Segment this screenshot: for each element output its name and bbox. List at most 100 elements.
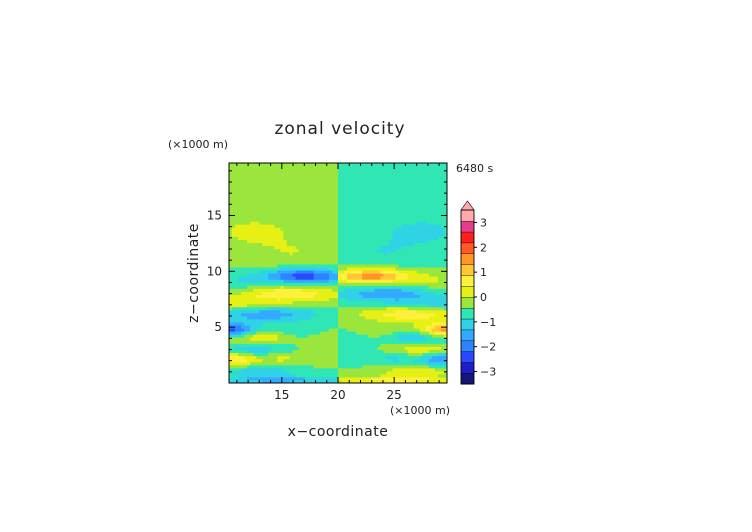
field-cell [392,169,397,173]
field-cell [298,355,303,360]
field-cell [407,187,412,192]
field-cell [283,324,288,329]
field-cell [368,248,372,253]
field-cell [277,214,282,219]
field-cell [395,187,400,192]
field-cell [389,355,394,360]
field-cell [371,337,375,341]
field-cell [362,181,366,185]
field-cell [235,169,239,173]
field-cell [380,361,385,366]
field-cell [310,202,315,207]
field-cell [316,370,321,375]
field-cell [386,199,391,204]
field-cell [301,306,306,311]
field-cell [277,349,282,354]
field-cell [365,190,369,195]
field-cell [265,205,269,210]
field-cell [238,331,242,335]
field-cell [244,324,248,329]
field-cell [322,190,327,195]
field-cell [238,187,242,192]
field-cell [374,331,378,335]
field-cell [316,178,321,182]
field-cell [359,379,363,383]
field-cell [244,178,248,182]
field-cell [262,269,266,274]
field-cell [341,306,345,311]
field-cell [334,196,339,201]
field-cell [274,303,279,308]
field-cell [356,248,360,253]
field-cell [262,346,266,350]
field-cell [344,242,348,247]
field-cell [371,288,375,292]
field-cell [244,233,248,237]
field-cell [407,379,412,383]
field-cell [356,221,360,225]
field-cell [401,202,406,207]
field-cell [271,343,276,347]
field-cell [374,328,378,332]
field-cell [283,269,288,274]
field-cell [410,358,415,363]
field-cell [428,312,433,317]
field-cell [359,199,363,204]
field-cell [229,364,233,369]
field-cell [271,276,276,280]
field-cell [271,349,276,354]
field-cell [425,169,430,173]
field-cell [404,196,409,201]
field-cell [238,163,242,167]
field-cell [419,175,424,179]
field-cell [295,199,300,204]
field-cell [368,184,372,189]
field-cell [319,224,324,228]
field-cell [359,352,363,357]
field-cell [325,370,330,375]
field-cell [274,214,279,219]
field-cell [298,239,303,244]
field-cell [262,355,266,360]
field-cell [331,187,336,192]
field-cell [413,358,418,363]
field-cell [238,361,242,366]
field-cell [292,303,297,308]
field-cell [241,312,245,317]
field-cell [271,251,276,256]
field-cell [380,263,385,268]
field-cell [380,169,385,173]
field-cell [341,172,345,176]
field-cell [232,297,236,302]
field-cell [334,214,339,219]
field-cell [371,202,375,207]
field-cell [262,376,266,381]
field-cell [241,163,245,167]
field-cell [398,218,403,222]
field-cell [280,324,285,329]
field-cell [338,251,342,256]
field-cell [280,260,285,265]
field-cell [259,242,263,247]
field-cell [407,172,412,176]
field-cell [347,346,351,350]
field-cell [313,373,318,378]
field-cell [313,364,318,369]
field-cell [241,190,245,195]
field-cell [232,187,236,192]
field-cell [295,166,300,170]
field-cell [253,328,257,332]
field-cell [431,166,436,170]
field-cell [356,211,360,216]
field-cell [353,306,357,311]
field-cell [313,260,318,265]
field-cell [425,361,430,366]
field-cell [268,343,272,347]
field-cell [407,324,412,329]
field-cell [331,331,336,335]
field-cell [298,340,303,344]
field-cell [292,172,297,176]
field-cell [280,343,285,347]
field-cell [259,276,263,280]
field-cell [416,172,421,176]
